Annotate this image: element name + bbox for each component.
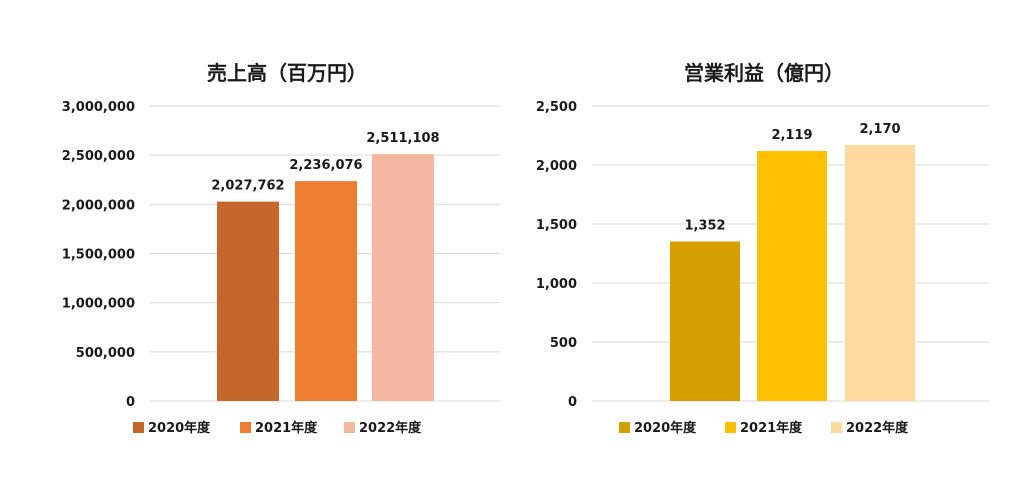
profit-data-label: 2,170 <box>859 122 900 137</box>
profit-y-tick-label: 0 <box>568 395 577 410</box>
sales-y-tick-label: 2,500,000 <box>62 149 135 164</box>
profit-y-tick-label: 2,500 <box>536 100 577 115</box>
sales-chart: 売上高（百万円） 0 500,000 1,000,000 1,500,000 2,000,… <box>62 61 500 436</box>
profit-legend-swatch <box>831 422 842 433</box>
sales-chart-title: 売上高（百万円） <box>207 61 367 85</box>
profit-y-tick-label: 1,000 <box>536 277 577 292</box>
sales-legend-label: 2021年度 <box>255 420 318 436</box>
operating-profit-chart: 営業利益（億円） 0 500 1,000 1,500 2,000 2,500 1,352 2,1… <box>536 61 990 436</box>
profit-legend-swatch <box>619 422 630 433</box>
sales-bar-3 <box>372 154 434 401</box>
profit-data-label: 2,119 <box>771 128 812 143</box>
sales-data-label: 2,236,076 <box>289 158 362 173</box>
profit-bar-1 <box>670 241 740 401</box>
sales-y-tick-label: 0 <box>126 395 135 410</box>
sales-legend-swatch <box>240 422 251 433</box>
profit-legend-label: 2022年度 <box>846 420 909 436</box>
sales-y-tick-label: 500,000 <box>76 346 135 361</box>
sales-legend-swatch <box>133 422 144 433</box>
sales-data-label: 2,511,108 <box>366 131 439 146</box>
sales-y-tick-label: 1,000,000 <box>62 297 135 312</box>
sales-data-label: 2,027,762 <box>211 179 284 194</box>
profit-bar-2 <box>757 150 827 401</box>
sales-y-tick-label: 3,000,000 <box>62 100 135 115</box>
profit-legend-swatch <box>725 422 736 433</box>
sales-legend-label: 2022年度 <box>359 420 422 436</box>
sales-legend-label: 2020年度 <box>148 420 211 436</box>
profit-bar-3 <box>845 144 915 401</box>
sales-legend-swatch <box>344 422 355 433</box>
profit-chart-title: 営業利益（億円） <box>684 61 844 85</box>
profit-legend-label: 2021年度 <box>740 420 803 436</box>
sales-y-tick-label: 2,000,000 <box>62 198 135 213</box>
profit-y-tick-label: 2,000 <box>536 159 577 174</box>
profit-legend-label: 2020年度 <box>634 420 697 436</box>
sales-bar-1 <box>217 201 279 401</box>
profit-data-label: 1,352 <box>684 218 725 233</box>
sales-y-tick-label: 1,500,000 <box>62 248 135 263</box>
profit-y-tick-label: 500 <box>550 336 577 351</box>
sales-bar-2 <box>295 181 357 401</box>
profit-y-tick-label: 1,500 <box>536 218 577 233</box>
